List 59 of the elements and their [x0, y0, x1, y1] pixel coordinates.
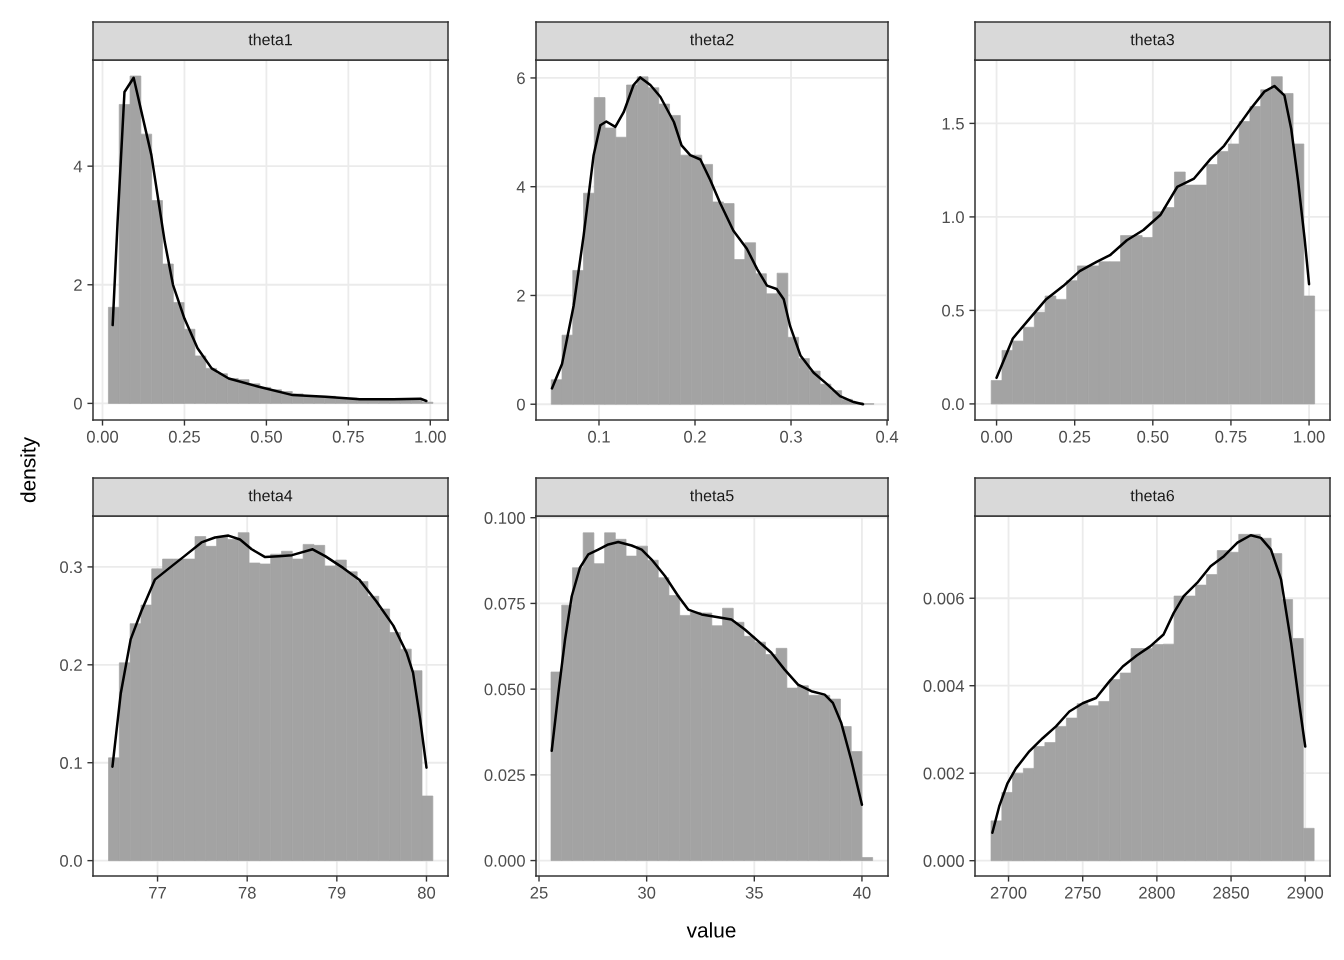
chart-title: theta5	[690, 489, 734, 502]
y-tick-label: 1.0	[942, 211, 964, 224]
x-tick-label: 0.25	[168, 430, 200, 443]
y-tick-label: 2	[74, 279, 82, 291]
y-tick-label: 0.3	[60, 561, 82, 574]
x-tick-label: 0.4	[876, 430, 899, 443]
x-tick-label: 0.00	[86, 430, 119, 443]
y-tick-label: 0.006	[923, 592, 964, 605]
x-tick-label: 1.00	[415, 430, 446, 443]
x-tick-label: 25	[530, 886, 548, 899]
x-tick-label: 30	[638, 886, 656, 899]
y-tick-label: 0	[73, 397, 82, 410]
y-tick-label: 0.0	[942, 398, 964, 411]
y-tick-label: 0.002	[923, 767, 964, 780]
chart-title: theta3	[1130, 33, 1174, 46]
x-tick-label: 0.75	[1215, 430, 1247, 443]
x-tick-label: 40	[853, 886, 871, 899]
y-tick-label: 0.0	[60, 855, 82, 867]
x-tick-label: 2750	[1065, 886, 1101, 899]
x-tick-label: 0.50	[1137, 430, 1169, 443]
y-tick-label: 0.000	[923, 855, 964, 867]
y-tick-label: 0.000	[484, 854, 525, 867]
x-tick-label: 35	[745, 886, 763, 899]
y-tick-label: 2	[517, 289, 525, 302]
y-tick-label: 0.075	[484, 597, 525, 610]
x-tick-label: 0.25	[1059, 430, 1091, 443]
chart-title: theta2	[690, 33, 734, 46]
y-tick-label: 0.025	[484, 769, 525, 782]
y-tick-label: 0	[516, 398, 525, 411]
y-tick-label: 0.1	[60, 757, 82, 769]
x-tick-label: 0.75	[332, 430, 364, 443]
y-tick-label: 1.5	[942, 117, 964, 130]
x-tick-label: 80	[417, 886, 436, 899]
y-tick-label: 4	[73, 160, 83, 173]
x-tick-label: 0.50	[250, 430, 282, 443]
y-tick-label: 0.2	[60, 659, 82, 672]
chart-title: theta1	[248, 33, 292, 46]
chart-title: theta4	[248, 489, 293, 502]
y-tick-label: 4	[516, 181, 526, 193]
x-tick-label: 2700	[990, 886, 1027, 899]
y-axis-title: density	[20, 437, 40, 503]
x-tick-label: 79	[328, 886, 346, 899]
x-tick-label: 1.00	[1294, 430, 1325, 443]
x-tick-label: 2800	[1139, 886, 1175, 899]
y-tick-label: 0.050	[484, 683, 525, 696]
x-tick-label: 2900	[1287, 886, 1324, 899]
x-tick-label: 77	[149, 887, 166, 899]
x-tick-label: 78	[238, 886, 256, 899]
y-tick-label: 0.100	[484, 512, 525, 524]
y-tick-label: 0.5	[942, 304, 964, 317]
x-tick-label: 0.00	[981, 430, 1013, 443]
x-tick-label: 2850	[1213, 886, 1249, 899]
y-tick-label: 6	[517, 72, 525, 85]
x-axis-title: value	[686, 922, 736, 938]
chart-title: theta6	[1130, 489, 1174, 502]
x-tick-label: 0.3	[780, 430, 802, 443]
x-tick-label: 0.1	[588, 430, 610, 443]
y-tick-label: 0.004	[923, 680, 965, 692]
x-tick-label: 0.2	[684, 430, 706, 443]
